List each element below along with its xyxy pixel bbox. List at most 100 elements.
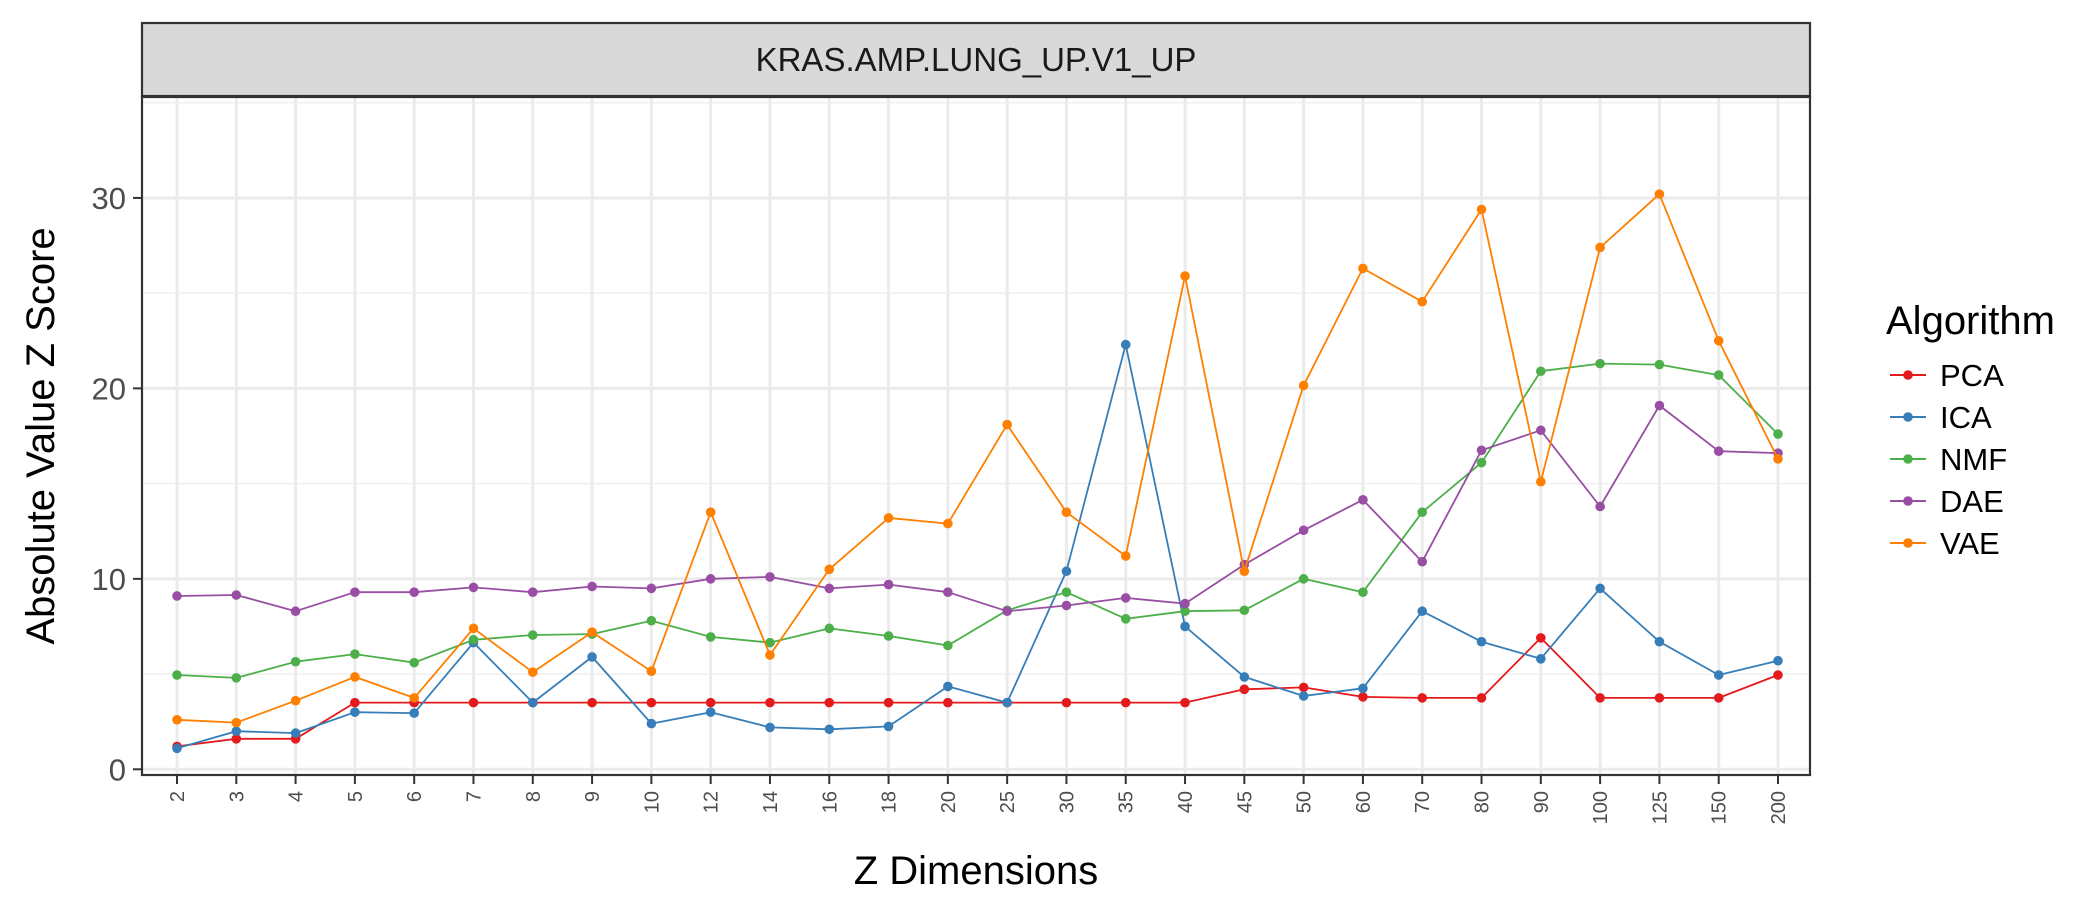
y-tick-label: 30 [92,181,126,216]
data-point-nmf [1239,605,1250,616]
data-point-nmf [468,634,479,645]
data-point-ica [765,722,775,733]
data-point-nmf [943,640,953,651]
legend-title: Algorithm [1886,299,2055,343]
data-point-pca [765,697,775,708]
x-axis-title: Z Dimensions [854,849,1099,893]
legend-label: NMF [1940,442,2007,477]
data-point-ica [1536,654,1546,664]
legend-key-point [1903,370,1913,380]
data-point-vae [1417,296,1428,307]
x-tick-label: 35 [1116,791,1138,813]
y-tick-label: 10 [92,562,126,597]
data-point-ica [1298,691,1309,701]
data-point-vae [527,667,538,677]
data-point-pca [1417,693,1428,703]
data-point-ica [1061,566,1072,577]
series-pca [172,633,1783,752]
legend-key-point [1903,412,1913,422]
x-tick-label: 14 [760,791,782,813]
data-point-dae [1298,525,1309,536]
data-point-dae [705,574,716,584]
legend-key-point [1903,454,1913,464]
data-point-nmf [824,623,835,634]
data-point-pca [1773,670,1783,680]
x-tick-label: 6 [404,791,426,802]
x-tick-label: 3 [226,791,248,802]
data-point-ica [587,652,597,662]
data-point-dae [883,579,894,590]
series-line-dae [176,404,1779,613]
data-point-pca [231,734,242,744]
data-point-ica [172,743,182,754]
data-point-dae [172,591,182,601]
data-point-nmf [1476,457,1487,468]
x-tick-label: 4 [286,791,308,802]
x-tick-label: 9 [582,791,604,802]
data-point-vae [824,564,835,575]
series-dae [172,400,1783,617]
legend-label: DAE [1940,484,2004,519]
legend-key-point [1903,496,1913,506]
data-point-nmf [172,670,182,680]
data-point-pca [943,697,953,708]
data-point-nmf [1358,587,1368,597]
data-point-vae [1713,335,1724,346]
x-tick-label: 70 [1412,791,1434,813]
x-tick-label: 10 [641,791,663,813]
data-point-vae [1298,380,1309,391]
data-point-dae [1002,606,1012,617]
data-point-vae [705,507,716,517]
data-point-vae [290,695,301,706]
data-point-vae [1239,566,1250,577]
data-point-nmf [1773,429,1783,439]
series-line-pca [176,637,1779,748]
x-tick-label: 30 [1056,791,1078,813]
data-point-nmf [527,630,538,640]
data-point-ica [409,708,419,718]
x-tick-label: 18 [879,791,901,813]
x-tick-label: 7 [463,791,485,802]
data-point-vae [1061,507,1072,517]
data-point-nmf [1298,574,1309,584]
series-line-nmf [176,362,1779,679]
legend-label: ICA [1940,400,1992,435]
data-point-vae [1595,242,1605,253]
data-point-vae [1180,271,1190,281]
data-point-dae [231,590,242,600]
data-point-ica [1713,670,1724,680]
data-point-vae [1002,419,1012,430]
facet-title: KRAS.AMP.LUNG_UP.V1_UP [756,41,1197,78]
data-point-nmf [705,632,716,642]
legend-label: PCA [1940,358,2004,393]
major-gridlines [142,97,1810,775]
data-point-dae [1358,495,1368,505]
x-tick-label: 90 [1531,791,1553,813]
series-vae [172,189,1783,728]
data-point-ica [1239,672,1250,682]
legend: Algorithm PCA ICA NMF DAE VAE [1886,299,2055,561]
data-point-nmf [1536,366,1546,377]
data-point-ica [1595,583,1605,594]
data-point-dae [527,587,538,597]
data-point-pca [1120,697,1131,708]
data-point-dae [765,572,775,582]
x-tick-label: 25 [997,791,1019,813]
series-nmf [172,358,1783,683]
data-point-ica [883,721,894,732]
data-point-dae [1595,501,1605,512]
data-point-nmf [1595,358,1605,369]
data-point-pca [646,697,657,708]
data-point-vae [1773,454,1783,464]
data-point-dae [1417,556,1428,567]
legend-item-dae: DAE [1890,484,2004,519]
x-tick-label: 100 [1590,791,1612,824]
x-tick-label: 200 [1768,791,1790,824]
data-point-pca [1298,682,1309,693]
data-point-dae [1476,445,1487,456]
data-point-pca [1595,693,1605,703]
data-point-ica [1120,339,1131,350]
data-point-dae [1061,600,1072,611]
data-point-dae [1713,446,1724,457]
